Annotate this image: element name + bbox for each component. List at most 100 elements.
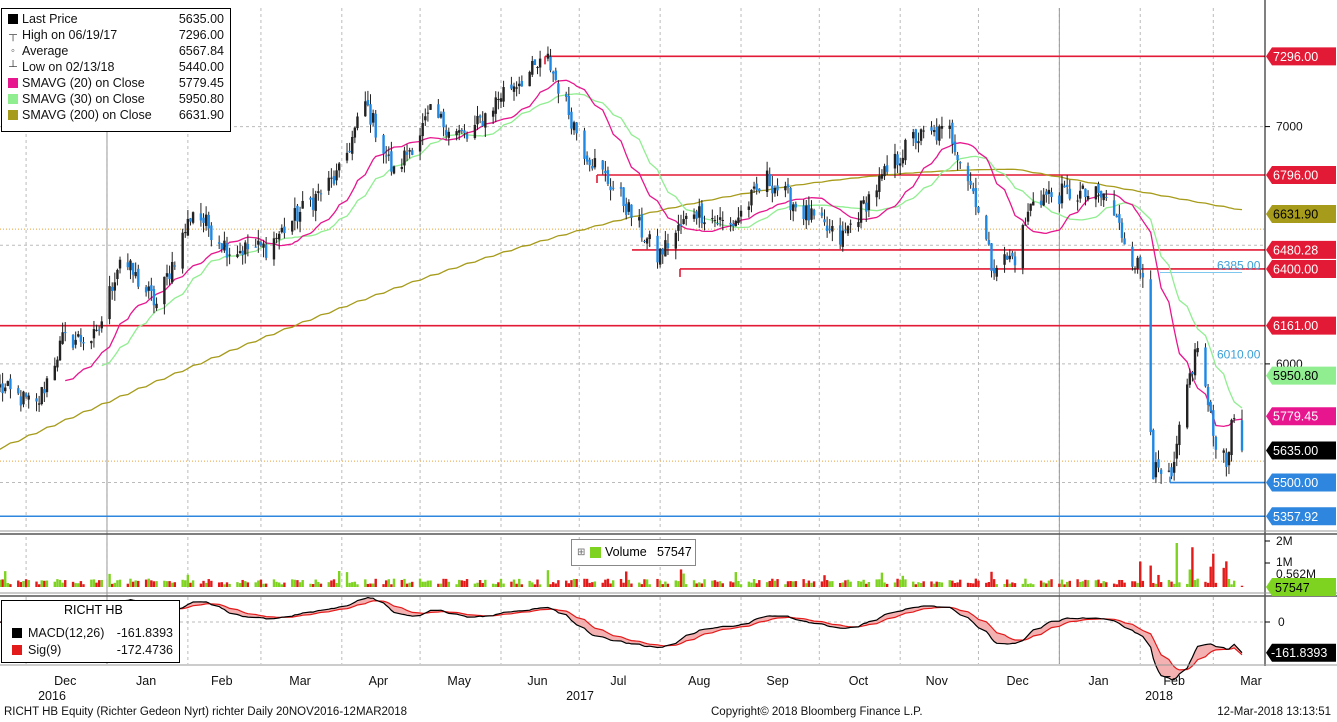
legend-sma30: SMAVG (30) on Close 5950.80	[2, 91, 230, 107]
volume-bar	[648, 584, 651, 587]
candle-body	[820, 212, 824, 216]
candle-body	[601, 160, 604, 170]
sma20-line	[65, 79, 1243, 428]
volume-bar	[1193, 580, 1197, 587]
candle-body	[4, 387, 7, 392]
candle-body	[150, 285, 153, 291]
candle-body	[1021, 225, 1025, 269]
candle-body	[1102, 193, 1105, 201]
price-tag-label: 6631.90	[1273, 207, 1318, 221]
candle-body	[0, 384, 2, 388]
x-month-label: Sep	[766, 674, 788, 688]
volume-bar	[1204, 581, 1207, 587]
volume-bar	[351, 582, 354, 587]
candle-body	[1005, 255, 1009, 260]
volume-bar	[1118, 579, 1121, 587]
candle-body	[538, 58, 542, 68]
macd-tag-shape	[1266, 643, 1336, 662]
volume-bar	[455, 584, 458, 587]
candle-body	[56, 359, 59, 368]
candle-body	[1232, 418, 1236, 420]
panel-frames	[0, 0, 1337, 666]
candle-body	[199, 213, 203, 221]
candle-body	[533, 59, 537, 65]
candle-body	[880, 174, 884, 179]
candle-body	[640, 214, 644, 238]
volume-bar	[371, 583, 375, 587]
volume-bar	[828, 581, 831, 587]
volume-bar	[22, 581, 25, 587]
candle-body	[758, 188, 761, 192]
volume-bar	[191, 580, 195, 587]
candle-body	[747, 206, 751, 210]
volume-bar	[776, 579, 779, 587]
volume-bar	[1032, 584, 1035, 587]
candle-body	[786, 184, 790, 188]
volume-bar	[1172, 583, 1176, 587]
candle-body	[518, 83, 521, 87]
candle-body	[1136, 257, 1139, 269]
candle-body	[275, 237, 278, 239]
candle-body	[1193, 349, 1197, 376]
volume-bar	[752, 579, 756, 587]
candle-body	[972, 188, 975, 192]
candle-body	[935, 126, 938, 141]
macd-title: RICHT HB	[64, 603, 123, 617]
volume-bar	[520, 584, 524, 587]
x-month-label: Feb	[211, 674, 233, 688]
candle-body	[314, 193, 317, 211]
volume-bar	[460, 580, 464, 587]
candle-body	[666, 243, 670, 249]
volume-bar	[831, 581, 834, 587]
volume-bar	[405, 583, 409, 587]
candle-body	[364, 101, 367, 117]
volume-bar	[536, 579, 539, 587]
candle-body	[53, 365, 56, 381]
volume-bar	[904, 579, 907, 587]
candle-body	[737, 217, 740, 223]
volume-bar	[1232, 580, 1236, 587]
candle-body	[510, 84, 513, 89]
volume-bar	[277, 582, 281, 587]
volume-bar	[862, 579, 865, 587]
volume-bar	[1003, 583, 1006, 587]
volume-bar	[771, 578, 774, 587]
x-month-label: Jul	[610, 674, 626, 688]
volume-bar	[1222, 567, 1225, 587]
volume-bar	[554, 583, 557, 587]
candle-body	[1094, 186, 1098, 200]
candle-body	[207, 214, 210, 229]
volume-bar	[184, 580, 187, 587]
volume-bar	[1112, 583, 1116, 587]
candle-body	[473, 124, 477, 139]
candle-body	[1115, 215, 1118, 218]
candle-body	[661, 248, 664, 255]
candle-body	[390, 151, 393, 172]
volume-bar	[1026, 583, 1030, 587]
legend-last-price: Last Price 5635.00	[2, 11, 230, 27]
candle-body	[1097, 183, 1100, 194]
volume-bar	[622, 582, 625, 587]
volume-bar	[1186, 583, 1189, 587]
price-tag: 5357.92	[1266, 507, 1336, 526]
candle-body	[859, 200, 863, 223]
volume-bar	[1011, 582, 1014, 587]
volume-bar	[1047, 580, 1051, 587]
volume-bar	[411, 581, 414, 587]
price-grid	[0, 8, 1265, 664]
volume-bar	[207, 579, 210, 587]
legend-label: SMAVG (200) on Close	[22, 108, 152, 122]
price-tag-shape	[1266, 47, 1336, 66]
volume-bar	[588, 582, 591, 587]
candle-body	[220, 243, 223, 250]
candle-body	[901, 157, 904, 164]
candle-body	[1152, 430, 1155, 480]
volume-bar	[259, 579, 263, 587]
sma30-line	[101, 93, 1243, 409]
volume-bar	[549, 584, 552, 587]
volume-bar	[64, 580, 67, 587]
volume-bar	[630, 583, 633, 587]
expand-icon[interactable]: ⊞	[577, 547, 586, 558]
volume-bar	[857, 580, 860, 587]
candle-body	[844, 229, 847, 231]
